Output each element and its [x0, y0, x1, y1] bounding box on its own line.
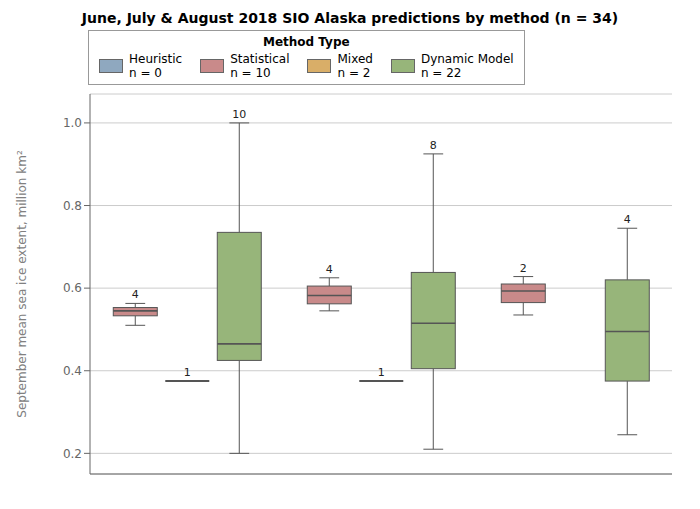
- svg-text:8: 8: [430, 139, 437, 152]
- svg-text:4: 4: [132, 288, 139, 301]
- html-text:Method Type: Method Type: [263, 35, 350, 49]
- svg-text:10: 10: [232, 108, 246, 121]
- html-text:Mixed: Mixed: [337, 52, 373, 66]
- html-text:n = 2: n = 2: [337, 66, 371, 80]
- svg-text:September mean sea ice extent,: September mean sea ice extent, million k…: [15, 150, 29, 418]
- html-text:Statistical: Statistical: [230, 52, 290, 66]
- svg-text:0.6: 0.6: [63, 281, 82, 295]
- svg-text:0.4: 0.4: [63, 364, 82, 378]
- html-text:Heuristic: Heuristic: [129, 52, 183, 66]
- svg-text:0.8: 0.8: [63, 199, 82, 213]
- svg-text:0.2: 0.2: [63, 447, 82, 461]
- html-text:n = 22: n = 22: [420, 66, 462, 80]
- svg-text:4: 4: [624, 213, 631, 226]
- svg-text:1: 1: [184, 366, 191, 379]
- svg-text:2: 2: [520, 262, 527, 275]
- html-text:June, July & August 2018 SIO A: June, July & August 2018 SIO Alaska pred…: [81, 10, 619, 26]
- svg-text:1: 1: [378, 366, 385, 379]
- svg-text:4: 4: [326, 263, 333, 276]
- html-text:n = 0: n = 0: [129, 66, 162, 80]
- html-text:n = 10: n = 10: [230, 66, 271, 80]
- svg-text:1.0: 1.0: [63, 116, 82, 130]
- html-text:Dynamic Model: Dynamic Model: [420, 52, 514, 66]
